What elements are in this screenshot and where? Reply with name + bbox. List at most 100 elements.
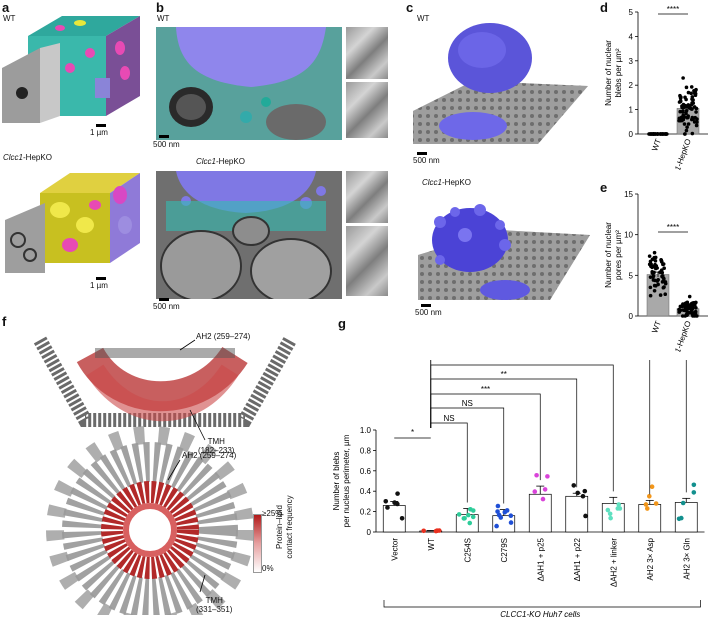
y-tick-label: 2 [629,81,634,90]
data-point [695,117,699,121]
data-point [687,104,692,109]
panel-a-ko-cube [5,173,140,273]
data-point [694,123,699,128]
panel-b-wt-label: WT [157,14,170,23]
data-point [575,490,581,496]
data-point [662,266,666,271]
data-point [649,262,653,266]
data-point [682,122,687,126]
data-point [582,488,588,494]
data-point [660,274,664,279]
data-point [605,507,611,513]
y-axis-label-line2: per nucleus perimeter, µm [342,434,351,527]
data-point [676,516,682,522]
y-axis-label-line2: pores per µm² [614,230,623,280]
data-point [650,265,654,270]
data-point [652,288,657,293]
y-tick-label: 0 [629,130,634,139]
data-point [678,96,683,100]
data-point [617,506,623,511]
data-point [686,303,690,307]
panel-f-structure [33,336,297,615]
data-point [681,109,685,114]
panel-letter-f: f [2,314,7,329]
y-tick-label: 4 [629,32,634,41]
x-tick-label: ΔAH1 + p25 [536,537,545,581]
data-point [653,266,658,271]
data-point [653,501,659,506]
panel-b-inset-4 [346,226,388,296]
panel-a-wt-label: WT [3,14,16,23]
data-point [689,91,694,96]
sig-wt-4: * [520,360,523,365]
y-tick-label: 10 [624,231,633,240]
y-axis-label-line2: blebs per µm² [614,48,623,97]
y-tick-label: 5 [629,271,634,280]
data-point [465,512,471,518]
y-tick-label: 0.2 [360,508,372,517]
panel-letter-e: e [600,180,608,195]
data-point [656,282,660,287]
x-tick-label-italic: Clcc1 [668,165,683,170]
colorbar-bottom-label: 0% [262,564,274,573]
x-tick-label: WT [650,137,663,152]
data-point [690,312,695,317]
x-tick-label: C254S [463,538,472,562]
data-point [495,509,500,514]
x-tick-label: AH2 3× Asp [646,537,655,580]
panel-a-ko-label: Clcc1-HepKO [3,153,52,162]
panel-b-scalebar-ko [159,298,169,301]
data-point [643,502,649,507]
data-point [421,528,426,534]
data-point [648,132,653,136]
panel-b-scale-wt: 500 nm [153,140,180,149]
data-point [508,513,514,519]
data-point [580,493,586,499]
sig-wt-2: *** [481,385,490,394]
data-point [681,117,686,122]
data-point [685,125,689,129]
data-point [663,292,668,297]
data-point [689,308,694,313]
data-point [691,117,695,121]
x-tick-label: Clcc1-HepKO [668,138,693,170]
data-point [494,523,499,529]
y-tick-label: 0.4 [360,487,372,496]
data-point [690,107,694,111]
bracket-wt-2 [430,393,541,481]
top-view-ring [46,426,254,615]
data-point [680,304,685,309]
panel-g-chart: 0 0.2 0.4 0.6 0.8 1.0 Number of blebsper nucle… [332,360,705,618]
data-point [652,250,657,255]
data-point [692,105,697,109]
data-point [508,520,514,525]
colorbar-top-label: ≥25% [262,509,283,518]
data-point [647,254,652,258]
y-tick-label: 0.8 [360,446,372,455]
panel-e-chart: 0 5 10 15 Number of nuclearpores per µm² WT Cl… [604,190,708,352]
data-point [660,260,664,264]
y-tick-label: 1.0 [360,426,372,435]
data-point [691,101,696,105]
side-view-structure [33,336,297,427]
data-point [616,502,622,507]
data-point [692,120,697,124]
data-point [683,132,687,136]
data-point [540,496,546,502]
data-point [495,503,501,509]
x-tick-label: WT [650,319,663,334]
y-tick-label: 5 [629,8,634,17]
x-tick-label: ΔAH2 + linker [609,538,618,587]
data-point [693,89,698,93]
y-axis-label: Number of nuclearblebs per µm² [604,40,623,106]
data-point [680,500,686,506]
x-tick-label: Vector [390,538,399,561]
data-point [571,483,577,488]
sig-vector-wt: * [411,428,414,437]
data-point [496,512,502,518]
x-tick-label-italic: Clcc1 [668,347,683,352]
data-point [651,275,655,279]
panel-b-ko-label: Clcc1-HepKO [196,157,245,166]
data-point [684,85,689,90]
x-tick-label-suffix: -HepKO [675,320,693,350]
